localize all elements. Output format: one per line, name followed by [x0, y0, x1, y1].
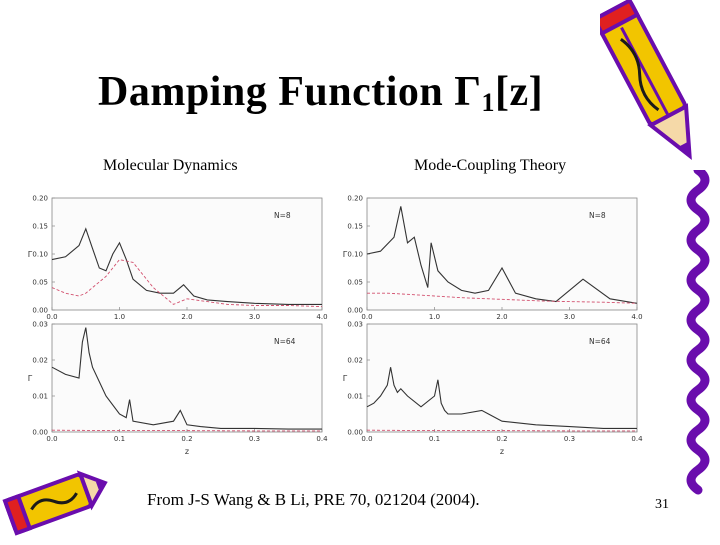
x-axis-label: z — [185, 447, 189, 456]
y-tick-label: 0.15 — [32, 223, 48, 231]
x-tick-label: 0.0 — [46, 313, 57, 321]
chart-md-n8-svg: 0.0 1.0 2.0 3.0 4.0 0.00 0.05 0.10 0.15 0.20 Γ N=8 — [28, 195, 328, 322]
y-tick-label: 0.02 — [347, 357, 363, 365]
y-tick-label: 0.10 — [32, 251, 48, 259]
x-tick-label: 0.1 — [114, 435, 125, 443]
y-tick-label: 0.03 — [347, 321, 363, 329]
y-tick-label: 0.00 — [347, 429, 363, 437]
x-tick-label: 0.1 — [429, 435, 440, 443]
y-axis-label: Γ — [343, 250, 348, 259]
squiggle-decoration — [676, 165, 720, 505]
title-tail: [z] — [494, 69, 544, 115]
y-tick-label: 0.00 — [32, 429, 48, 437]
chart-md-n8: 0.0 1.0 2.0 3.0 4.0 0.00 0.05 0.10 0.15 0.20 Γ N=8 — [22, 190, 332, 322]
y-tick-label: 0.20 — [347, 195, 363, 203]
chart-mct-n8: 0.0 1.0 2.0 3.0 4.0 0.00 0.05 0.10 0.15 0.20 Γ N=8 — [337, 190, 647, 322]
x-tick-label: 2.0 — [181, 313, 192, 321]
title-subscript: 1 — [481, 88, 495, 117]
solid-series-line — [366, 206, 638, 304]
x-tick-label: 0.4 — [316, 435, 328, 443]
y-axis-label: Γ — [343, 374, 348, 383]
x-tick-label: 1.0 — [429, 313, 440, 321]
slide-title: Damping Function Γ1[z] — [98, 68, 543, 118]
chart-mct-n64-svg: 0.0 0.1 0.2 0.3 0.4 0.00 0.01 0.02 0.03 Γz N=64 — [343, 321, 643, 457]
right-column-header: Mode-Coupling Theory — [414, 157, 567, 174]
y-tick-label: 0.15 — [347, 223, 363, 231]
solid-series-line — [366, 367, 637, 429]
y-tick-label: 0.01 — [32, 393, 48, 401]
system-size-label: N=8 — [274, 211, 291, 220]
x-tick-label: 4.0 — [631, 313, 642, 321]
y-axis-label: Γ — [28, 374, 33, 383]
system-size-label: N=8 — [589, 211, 606, 220]
y-axis-label: Γ — [28, 250, 33, 259]
y-tick-label: 0.03 — [32, 321, 48, 329]
dashed-series-line — [51, 259, 323, 308]
pencil-icon — [0, 462, 110, 545]
x-tick-label: 0.3 — [249, 435, 260, 443]
pencil-icon — [591, 0, 705, 175]
y-tick-label: 0.20 — [32, 195, 48, 203]
system-size-label: N=64 — [589, 337, 611, 346]
y-tick-label: 0.01 — [347, 393, 363, 401]
x-tick-label: 2.0 — [496, 313, 507, 321]
x-tick-label: 0.0 — [46, 435, 57, 443]
y-tick-label: 0.02 — [32, 357, 48, 365]
x-tick-label: 0.0 — [361, 435, 372, 443]
x-tick-label: 3.0 — [249, 313, 260, 321]
y-tick-label: 0.00 — [32, 307, 48, 315]
x-tick-label: 3.0 — [564, 313, 575, 321]
y-tick-label: 0.05 — [32, 279, 48, 287]
plot-frame — [51, 197, 323, 311]
plot-frame — [366, 323, 638, 433]
x-tick-label: 0.0 — [361, 313, 372, 321]
y-tick-label: 0.00 — [347, 307, 363, 315]
title-main: Damping Function Γ — [98, 69, 482, 115]
y-tick-label: 0.10 — [347, 251, 363, 259]
x-tick-label: 0.4 — [631, 435, 643, 443]
citation: From J-S Wang & B Li, PRE 70, 021204 (20… — [147, 490, 480, 509]
x-tick-label: 0.3 — [564, 435, 575, 443]
chart-md-n64-svg: 0.0 0.1 0.2 0.3 0.4 0.00 0.01 0.02 0.03 Γz N=64 — [28, 321, 328, 457]
dashed-series-line — [367, 292, 638, 304]
x-tick-label: 4.0 — [316, 313, 327, 321]
dashed-series-line — [366, 429, 637, 432]
x-tick-label: 0.2 — [496, 435, 507, 443]
y-tick-label: 0.05 — [347, 279, 363, 287]
system-size-label: N=64 — [274, 337, 296, 346]
solid-series-line — [51, 327, 322, 430]
left-column-header: Molecular Dynamics — [103, 157, 238, 174]
chart-mct-n8-svg: 0.0 1.0 2.0 3.0 4.0 0.00 0.05 0.10 0.15 0.20 Γ N=8 — [343, 195, 643, 322]
dashed-series-line — [51, 429, 322, 432]
x-axis-label: z — [500, 447, 504, 456]
x-tick-label: 0.2 — [181, 435, 192, 443]
x-tick-label: 1.0 — [114, 313, 125, 321]
page-number: 31 — [655, 497, 669, 512]
solid-series-line — [51, 227, 322, 305]
